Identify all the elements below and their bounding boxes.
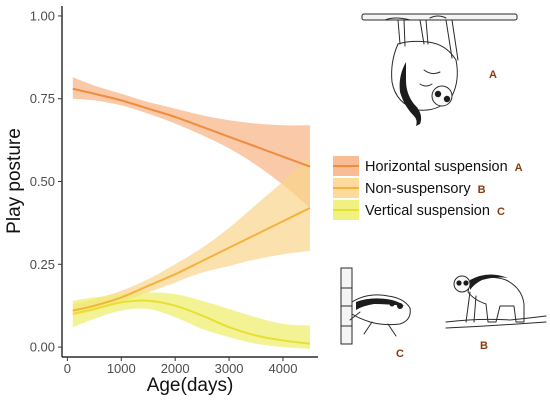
drawing-horizontal-suspension: A xyxy=(361,13,518,126)
series-lines xyxy=(72,87,311,345)
y-tick-label: 1.00 xyxy=(30,8,55,23)
drawing-b-letter: B xyxy=(480,340,488,352)
y-axis-title: Play posture xyxy=(4,128,25,234)
drawing-non-suspensory: B xyxy=(445,274,547,352)
line-horizontal-suspension xyxy=(72,87,311,168)
x-tick-label: 4000 xyxy=(269,361,298,376)
legend-label-vertical-suspension: Vertical suspension xyxy=(365,203,490,219)
drawing-a-letter: A xyxy=(489,69,497,81)
band-horizontal-suspension xyxy=(72,77,310,208)
confidence-bands xyxy=(72,77,310,349)
x-tick-label: 0 xyxy=(64,361,71,376)
x-tick-label: 1000 xyxy=(107,361,136,376)
x-tick-label: 3000 xyxy=(215,361,244,376)
legend-label-non-suspensory: Non-suspensory xyxy=(365,181,471,197)
x-tick-label: 2000 xyxy=(161,361,190,376)
legend-letter: B xyxy=(478,184,486,196)
legend-letter: A xyxy=(515,162,523,174)
legend: Horizontal suspension A Non-suspensory B Ver… xyxy=(333,156,523,220)
legend-label-horizontal-suspension: Horizontal suspension xyxy=(365,159,508,175)
plot-area: 0.00 0.25 0.50 0.75 1.00 0 1000 2000 3000 4000 A… xyxy=(4,6,318,396)
band-non-suspensory xyxy=(72,156,310,316)
drawing-c-letter: C xyxy=(396,348,404,360)
y-tick-label: 0.00 xyxy=(30,340,55,355)
y-tick-label: 0.75 xyxy=(30,91,55,106)
y-tick-label: 0.50 xyxy=(30,174,55,189)
x-ticks: 0 1000 2000 3000 4000 xyxy=(64,357,298,376)
y-tick-label: 0.25 xyxy=(30,257,55,272)
legend-letter: C xyxy=(497,206,505,218)
x-axis-title: Age(days) xyxy=(147,375,234,396)
line-non-suspensory xyxy=(72,207,311,312)
y-ticks: 0.00 0.25 0.50 0.75 1.00 xyxy=(30,8,62,355)
line-vertical-suspension xyxy=(72,299,311,345)
drawing-vertical-suspension: C xyxy=(340,267,411,360)
